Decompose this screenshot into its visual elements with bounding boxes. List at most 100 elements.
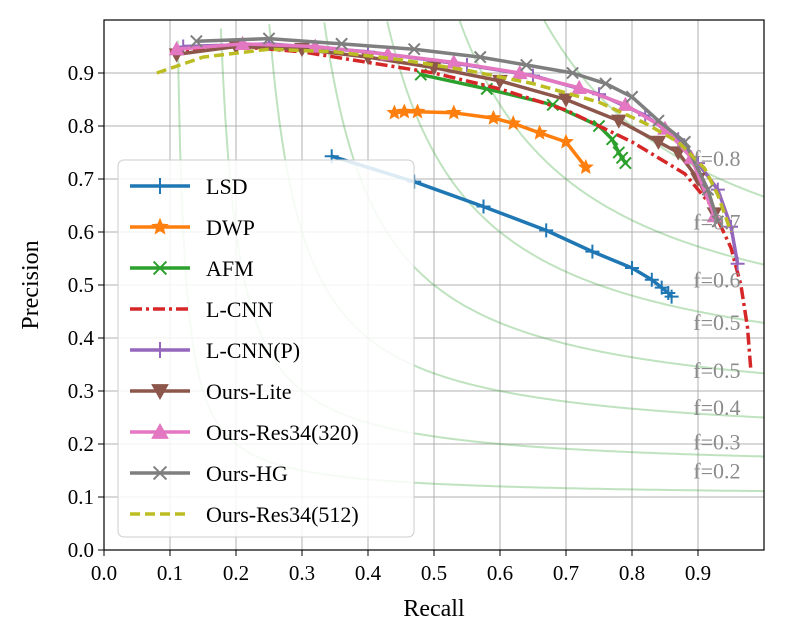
data-point — [599, 77, 612, 90]
data-point — [558, 133, 574, 149]
x-tick-label: 0.5 — [421, 561, 447, 585]
series-dwp — [386, 103, 594, 175]
series-ours-hg — [190, 32, 725, 228]
series-line-lsd — [331, 154, 673, 298]
series-lines — [156, 32, 753, 370]
iso-f-label: f=0.4 — [693, 395, 740, 420]
data-point — [445, 104, 462, 120]
data-point — [531, 124, 548, 140]
y-tick-label: 0.9 — [68, 61, 94, 85]
x-tick-label: 0.2 — [223, 561, 249, 585]
data-point — [644, 272, 659, 287]
y-tick-label: 0.7 — [68, 167, 94, 191]
iso-f-label: f=0.2 — [693, 459, 740, 484]
x-tick-label: 0.4 — [355, 561, 382, 585]
legend-entry-ours-res34-320: Ours-Res34(320) — [130, 420, 359, 445]
legend-marker — [152, 178, 168, 194]
x-tick-label: 0.6 — [487, 561, 513, 585]
series-l-cnn — [169, 44, 753, 370]
legend-entry-ours-res34-512: Ours-Res34(512) — [130, 502, 359, 527]
legend-box — [117, 159, 415, 538]
y-axis-title: Precision — [18, 240, 44, 329]
data-point — [485, 109, 502, 125]
iso-f-label: f=0.3 — [693, 429, 740, 454]
x-tick-label: 0.1 — [157, 561, 183, 585]
iso-f-label: f=0.7 — [693, 209, 740, 234]
y-tick-label: 0.1 — [68, 485, 94, 509]
data-point — [335, 37, 348, 51]
data-point — [625, 90, 639, 104]
data-point — [307, 38, 324, 53]
legend-entry-l-cnn-p: L-CNN(P) — [130, 338, 300, 363]
legend-marker — [152, 342, 168, 358]
x-tick-label: 0.0 — [91, 561, 117, 585]
iso-f-curve-06 — [386, 21, 764, 324]
data-point — [396, 103, 413, 119]
data-point — [262, 32, 276, 45]
data-point — [566, 66, 579, 80]
y-tick-label: 0.0 — [68, 538, 94, 562]
legend-label: LSD — [206, 174, 248, 199]
iso-f-curve-08 — [543, 20, 764, 198]
data-point — [571, 79, 588, 94]
data-point — [701, 183, 715, 196]
legend: LSD DWP AFM L-CNN L-CNN(P) Ours-Lite Ours-Res3… — [117, 159, 415, 538]
data-point — [730, 256, 745, 271]
legend-marker — [152, 465, 168, 481]
y-tick-label: 0.2 — [68, 432, 94, 456]
iso-f-label: f=0.6 — [693, 268, 740, 293]
data-point — [539, 223, 554, 238]
x-tick-label: 0.8 — [619, 561, 645, 585]
data-point — [577, 159, 594, 175]
legend-entry-l-cnn: L-CNN — [130, 297, 273, 322]
data-point — [407, 42, 421, 56]
data-point — [505, 115, 522, 131]
legend-label: Ours-Lite — [206, 379, 292, 404]
legend-marker — [152, 260, 168, 276]
legend-label: DWP — [206, 215, 255, 240]
series-line-ours-res34-512 — [156, 47, 733, 233]
data-point — [476, 199, 491, 214]
legend-label: Ours-Res34(320) — [206, 420, 359, 445]
series-line-l-cnn — [169, 44, 753, 370]
data-point — [619, 156, 632, 170]
y-tick-label: 0.4 — [68, 326, 95, 350]
iso-f-labels: f=0.2 f=0.3 f=0.4 f=0.5 f=0.5 f=0.6 f=0.7 f=0.8 — [693, 146, 740, 484]
data-point — [520, 58, 533, 72]
data-point — [234, 35, 251, 50]
legend-entry-ours-lite: Ours-Lite — [130, 379, 292, 404]
data-point — [605, 132, 619, 146]
data-point — [652, 114, 665, 128]
data-point — [650, 135, 667, 150]
data-point — [711, 215, 725, 228]
y-tick-label: 0.5 — [68, 273, 94, 297]
y-tick-label: 0.8 — [68, 114, 94, 138]
iso-f-curve-05 — [323, 22, 764, 375]
data-point — [664, 289, 679, 304]
legend-entry-afm: AFM — [130, 256, 254, 281]
data-point — [558, 93, 574, 108]
legend-marker — [151, 217, 169, 235]
y-tick-label: 0.6 — [68, 220, 94, 244]
iso-f-curve-07 — [458, 20, 764, 266]
data-point — [190, 34, 203, 48]
x-axis-title: Recall — [403, 596, 465, 622]
legend-marker — [151, 422, 169, 439]
legend-label: Ours-HG — [206, 461, 288, 486]
axis-ticks: 0.0 0.1 0.2 0.3 0.4 0.5 0.6 0.7 0.8 0.9 0.0 0.1 0.2 0… — [68, 61, 711, 585]
legend-label: L-CNN(P) — [206, 338, 300, 363]
iso-f-label: f=0.8 — [693, 146, 740, 171]
data-point — [511, 64, 528, 80]
data-point — [610, 114, 627, 129]
series-afm — [414, 68, 632, 170]
x-tick-label: 0.7 — [553, 561, 579, 585]
data-point — [473, 50, 487, 64]
legend-label: Ours-Res34(512) — [206, 502, 359, 527]
data-point — [585, 244, 600, 259]
legend-entry-dwp: DWP — [130, 215, 255, 240]
data-point — [617, 96, 634, 111]
iso-f-label: f=0.5 — [693, 358, 740, 383]
legend-entry-lsd: LSD — [130, 174, 248, 199]
data-point — [670, 146, 687, 161]
